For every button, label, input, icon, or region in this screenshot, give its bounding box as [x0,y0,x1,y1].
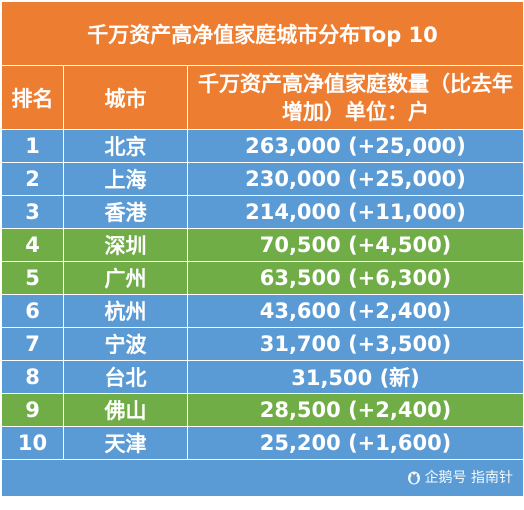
value-cell: 43,600 (+2,400) [186,294,524,328]
rank-cell: 7 [1,327,64,361]
watermark: 企鹅号 指南针 [407,467,513,487]
value-cell: 263,000 (+25,000) [186,129,524,163]
table-row: 5 广州 63,500 (+6,300) [1,261,524,295]
rank-cell: 5 [1,261,64,295]
value-cell: 230,000 (+25,000) [186,162,524,196]
header-rank: 排名 [1,65,64,130]
city-cell: 广州 [63,261,188,295]
table-row: 4 深圳 70,500 (+4,500) [1,228,524,262]
rank-cell: 9 [1,393,64,427]
table-title: 千万资产高净值家庭城市分布Top 10 [0,1,524,66]
rank-cell: 3 [1,195,64,229]
value-cell: 28,500 (+2,400) [186,393,524,427]
rank-cell: 6 [1,294,64,328]
city-cell: 台北 [63,360,188,394]
value-cell: 63,500 (+6,300) [186,261,524,295]
table-row: 6 杭州 43,600 (+2,400) [1,294,524,328]
city-cell: 香港 [63,195,188,229]
table-row: 2 上海 230,000 (+25,000) [1,162,524,196]
header-row: 排名 城市 千万资产高净值家庭数量（比去年增加）单位：户 [1,65,524,130]
city-cell: 天津 [63,426,188,460]
table-row: 7 宁波 31,700 (+3,500) [1,327,524,361]
footer-row: 企鹅号 指南针 [0,459,524,497]
table-row: 9 佛山 28,500 (+2,400) [1,393,524,427]
city-cell: 佛山 [63,393,188,427]
city-cell: 上海 [63,162,188,196]
header-city: 城市 [63,65,188,130]
footer-cell: 企鹅号 指南针 [0,459,524,497]
rank-cell: 8 [1,360,64,394]
watermark-text: 企鹅号 指南针 [424,470,514,486]
city-distribution-table: 千万资产高净值家庭城市分布Top 10 排名 城市 千万资产高净值家庭数量（比去… [0,1,524,497]
value-cell: 25,200 (+1,600) [186,426,524,460]
value-cell: 31,700 (+3,500) [186,327,524,361]
penguin-icon [407,469,421,485]
value-cell: 214,000 (+11,000) [186,195,524,229]
value-cell: 31,500 (新) [186,360,524,394]
title-row: 千万资产高净值家庭城市分布Top 10 [0,1,524,66]
rank-cell: 10 [1,426,64,460]
header-count: 千万资产高净值家庭数量（比去年增加）单位：户 [186,65,524,130]
table-row: 1 北京 263,000 (+25,000) [1,129,524,163]
table-row: 10 天津 25,200 (+1,600) [1,426,524,460]
city-cell: 北京 [63,129,188,163]
rank-cell: 1 [1,129,64,163]
city-cell: 深圳 [63,228,188,262]
table-row: 8 台北 31,500 (新) [1,360,524,394]
rank-cell: 4 [1,228,64,262]
table-row: 3 香港 214,000 (+11,000) [1,195,524,229]
value-cell: 70,500 (+4,500) [186,228,524,262]
rank-cell: 2 [1,162,64,196]
city-cell: 宁波 [63,327,188,361]
city-cell: 杭州 [63,294,188,328]
